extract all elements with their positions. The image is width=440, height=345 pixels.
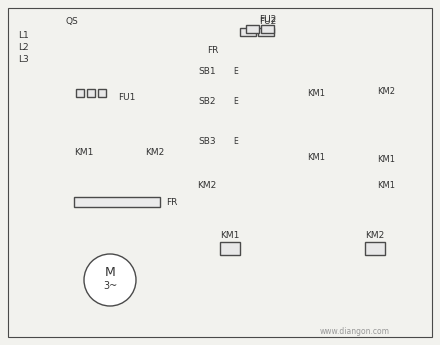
Text: E: E <box>233 97 238 106</box>
Text: L2: L2 <box>18 42 29 51</box>
Text: SB1: SB1 <box>198 67 216 76</box>
Text: KM1: KM1 <box>307 152 325 161</box>
Text: KM1: KM1 <box>377 180 395 189</box>
Text: KM1: KM1 <box>307 89 325 98</box>
Bar <box>74 197 160 207</box>
Text: SB2: SB2 <box>198 97 216 106</box>
Text: KM1: KM1 <box>220 231 240 240</box>
Bar <box>258 28 274 36</box>
Text: KM2: KM2 <box>377 87 395 96</box>
Bar <box>87 89 95 97</box>
Bar <box>365 242 385 255</box>
Text: FU2: FU2 <box>259 17 277 26</box>
Text: L3: L3 <box>18 55 29 63</box>
Bar <box>246 25 259 33</box>
Text: FU2: FU2 <box>259 14 277 23</box>
Text: M: M <box>105 266 115 278</box>
Text: 3~: 3~ <box>103 281 117 291</box>
Bar <box>261 25 274 33</box>
Text: KM2: KM2 <box>197 180 216 189</box>
Text: KM2: KM2 <box>365 231 385 240</box>
Bar <box>220 242 240 255</box>
Bar <box>240 28 256 36</box>
Text: E: E <box>233 137 238 146</box>
Text: SB3: SB3 <box>198 137 216 146</box>
Text: E: E <box>233 67 238 76</box>
Text: FU1: FU1 <box>118 92 136 101</box>
Text: www.diangon.com: www.diangon.com <box>320 326 390 335</box>
Circle shape <box>84 254 136 306</box>
Text: L1: L1 <box>18 30 29 39</box>
Text: QS: QS <box>66 17 78 26</box>
Text: KM1: KM1 <box>74 148 93 157</box>
Bar <box>76 89 84 97</box>
Bar <box>98 89 106 97</box>
Text: KM1: KM1 <box>377 155 395 164</box>
Text: KM2: KM2 <box>145 148 164 157</box>
Text: FR: FR <box>166 197 177 207</box>
Text: FR: FR <box>207 46 218 55</box>
